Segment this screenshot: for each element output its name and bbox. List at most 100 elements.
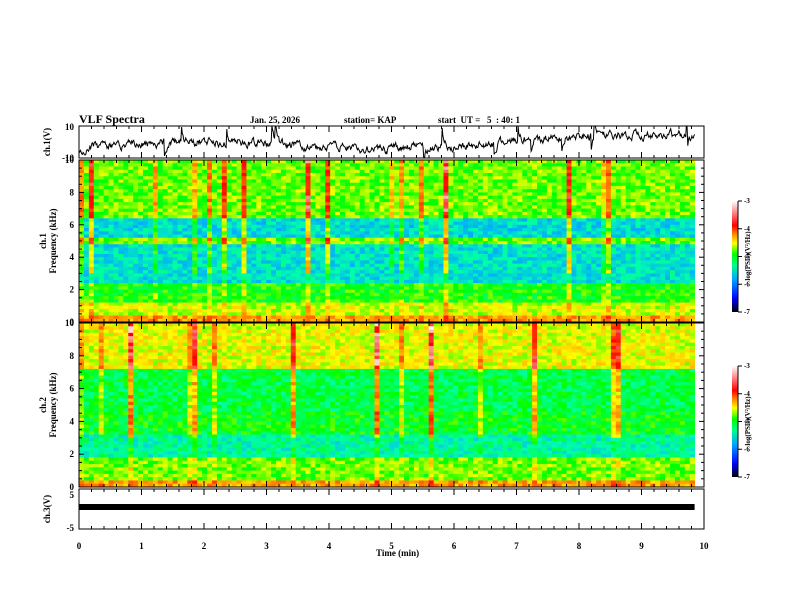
spectrogram-cell [310, 163, 316, 167]
spectrogram-cell [344, 208, 351, 213]
spectrogram-cell [601, 202, 607, 206]
spectrogram-cell [670, 279, 676, 284]
spectrogram-cell [586, 250, 592, 255]
spectrogram-cell [423, 270, 430, 274]
spectrogram-cell [330, 160, 336, 164]
spectrogram-cell [285, 169, 292, 174]
spectrogram-cell [640, 270, 646, 274]
spectrogram-cell [143, 176, 149, 180]
spectrogram-cell [458, 260, 464, 265]
spectrogram-cell [374, 205, 380, 209]
spectrogram-cell [551, 185, 558, 190]
spectrogram-cell [325, 253, 331, 258]
spectrogram-cell [128, 182, 134, 187]
spectrogram-cell [349, 228, 356, 232]
spectrogram-cell [379, 198, 385, 203]
spectrogram-cell [192, 198, 198, 203]
spectrogram-cell [473, 253, 479, 258]
spectrogram-cell [349, 250, 356, 255]
spectrogram-cell [133, 241, 139, 245]
spectrogram-cell [537, 198, 543, 203]
spectrogram-cell [399, 182, 405, 187]
spectrogram-cell [581, 263, 587, 268]
spectrogram-cell [143, 273, 149, 278]
spectrogram-cell [556, 283, 563, 287]
spectrogram-cell [660, 270, 666, 274]
spectrogram-cell [640, 218, 646, 222]
spectrogram-cell [477, 172, 484, 177]
spectrogram-cell [551, 283, 558, 287]
spectrogram-cell [665, 179, 671, 184]
spectrogram-cell [147, 276, 154, 281]
spectrogram-cell [389, 260, 395, 265]
spectrogram-cell [561, 172, 567, 177]
spectrogram-cell [463, 166, 469, 171]
spectrogram-cell [670, 195, 676, 200]
spectrogram-cell [79, 257, 85, 261]
spectrogram-cell [349, 241, 356, 245]
spectrogram-cell [113, 202, 119, 206]
spectrogram-cell [276, 182, 282, 187]
spectrogram-cell [394, 224, 400, 229]
spectrogram-cell [468, 241, 474, 245]
spectrogram-cell [576, 215, 582, 219]
spectrogram-cell [620, 286, 627, 290]
spectrogram-cell [522, 172, 528, 177]
spectrogram-cell [507, 205, 513, 209]
spectrogram-cell [620, 228, 627, 232]
spectrogram-cell [271, 208, 277, 213]
spectrogram-cell [620, 279, 627, 284]
spectrogram-cell [389, 208, 395, 213]
spectrogram-cell [625, 237, 631, 242]
spectrogram-cell [364, 273, 370, 278]
spectrogram-cell [497, 286, 503, 290]
spectrogram-cell [605, 169, 612, 174]
spectrogram-cell [231, 215, 237, 219]
spectrogram-cell [532, 192, 538, 197]
spectrogram-cell [433, 247, 439, 252]
spectrogram-cell [202, 195, 208, 200]
spectrogram-cell [537, 215, 543, 219]
spectrogram-cell [177, 253, 183, 258]
spectrogram-cell [211, 279, 218, 284]
spectrogram-cell [448, 208, 454, 213]
spectrogram-cell [261, 266, 267, 271]
spectrogram-cell [586, 163, 592, 167]
spectrogram-cell [630, 276, 636, 281]
spectrogram-cell [276, 241, 282, 245]
spectrogram-cell [305, 257, 311, 261]
spectrogram-cell [399, 160, 405, 164]
spectrogram-cell [576, 202, 582, 206]
spectrogram-cell [221, 260, 228, 265]
spectrogram-cell [246, 198, 252, 203]
spectrogram-cell [428, 273, 435, 278]
spectrogram-cell [497, 202, 503, 206]
spectrogram-cell [133, 244, 139, 248]
spectrogram-cell [556, 169, 563, 174]
spectrogram-cell [630, 189, 636, 193]
spectrogram-cell [340, 241, 346, 245]
spectrogram-cell [576, 234, 582, 239]
spectrogram-cell [404, 166, 410, 171]
spectrogram-cell [202, 257, 208, 261]
spectrogram-cell [359, 169, 366, 174]
spectrogram-cell [108, 215, 114, 219]
spectrogram-cell [256, 228, 262, 232]
spectrogram-cell [83, 172, 90, 177]
spectrogram-cell [128, 221, 134, 226]
spectrogram-cell [197, 260, 203, 265]
spectrogram-cell [507, 179, 513, 184]
spectrogram-cell [586, 266, 592, 271]
spectrogram-cell [295, 192, 302, 197]
spectrogram-cell [305, 185, 311, 190]
spectrogram-cell [118, 273, 124, 278]
spectrogram-cell [315, 283, 321, 287]
spectrogram-cell [630, 182, 636, 187]
spectrogram-cell [650, 192, 656, 197]
spectrogram-cell [207, 215, 213, 219]
spectrogram-cell [586, 286, 592, 290]
spectrogram-cell [576, 221, 582, 226]
spectrogram-cell [630, 166, 636, 171]
spectrogram-cell [202, 266, 208, 271]
spectrogram-cell [610, 189, 617, 193]
